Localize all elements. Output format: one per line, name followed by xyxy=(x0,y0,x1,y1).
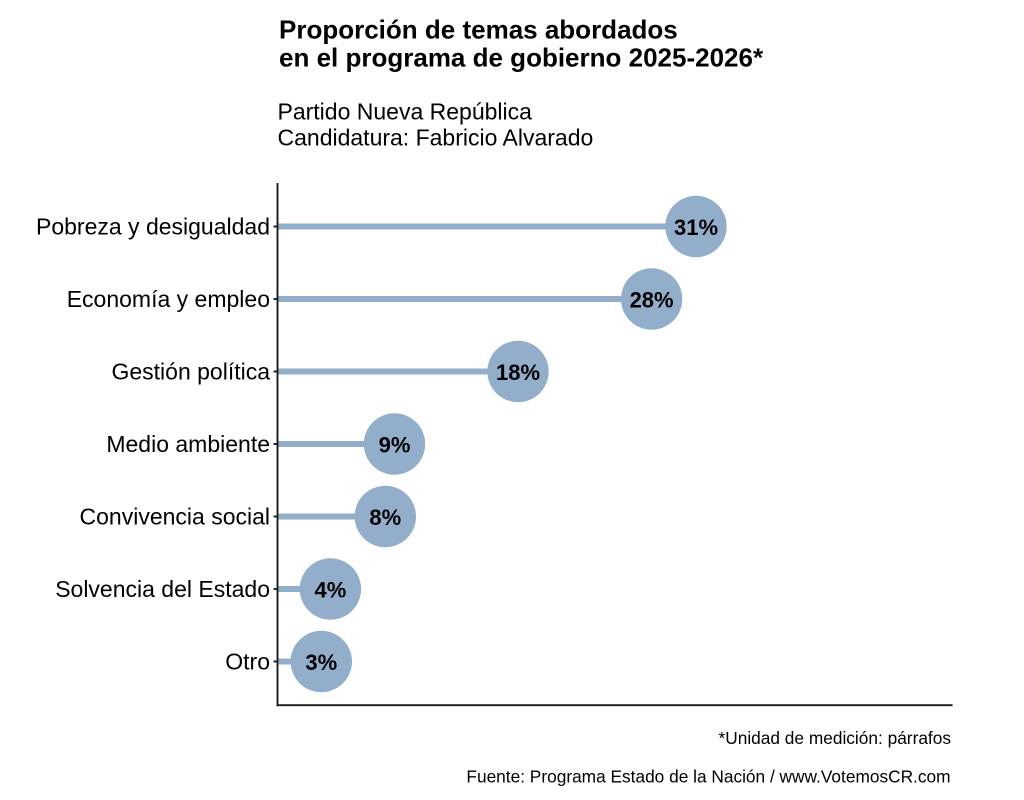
svg-text:Pobreza y desigualdad: Pobreza y desigualdad xyxy=(36,214,270,240)
svg-text:Proporción de temas abordados: Proporción de temas abordados xyxy=(279,15,678,45)
svg-text:8%: 8% xyxy=(369,505,401,530)
svg-text:18%: 18% xyxy=(496,360,540,385)
svg-text:Candidatura: Fabricio Alvarado: Candidatura: Fabricio Alvarado xyxy=(278,125,594,151)
svg-text:Medio ambiente: Medio ambiente xyxy=(106,431,270,457)
svg-text:Economía y empleo: Economía y empleo xyxy=(67,286,270,312)
svg-text:3%: 3% xyxy=(305,650,337,675)
svg-text:Convivencia social: Convivencia social xyxy=(80,504,270,530)
svg-text:Otro: Otro xyxy=(225,649,270,675)
svg-text:9%: 9% xyxy=(379,432,411,457)
svg-text:en el programa de gobierno 202: en el programa de gobierno 2025-2026* xyxy=(279,42,764,72)
svg-text:Solvencia del Estado: Solvencia del Estado xyxy=(55,576,270,602)
svg-text:Fuente: Programa Estado de la: Fuente: Programa Estado de la Nación / w… xyxy=(466,766,950,786)
svg-text:28%: 28% xyxy=(630,287,674,312)
svg-text:Partido Nueva República: Partido Nueva República xyxy=(278,99,533,125)
svg-text:Gestión política: Gestión política xyxy=(111,359,270,385)
svg-text:4%: 4% xyxy=(315,577,347,602)
svg-text:*Unidad de medición: párrafos: *Unidad de medición: párrafos xyxy=(719,728,952,748)
svg-text:31%: 31% xyxy=(674,215,718,240)
